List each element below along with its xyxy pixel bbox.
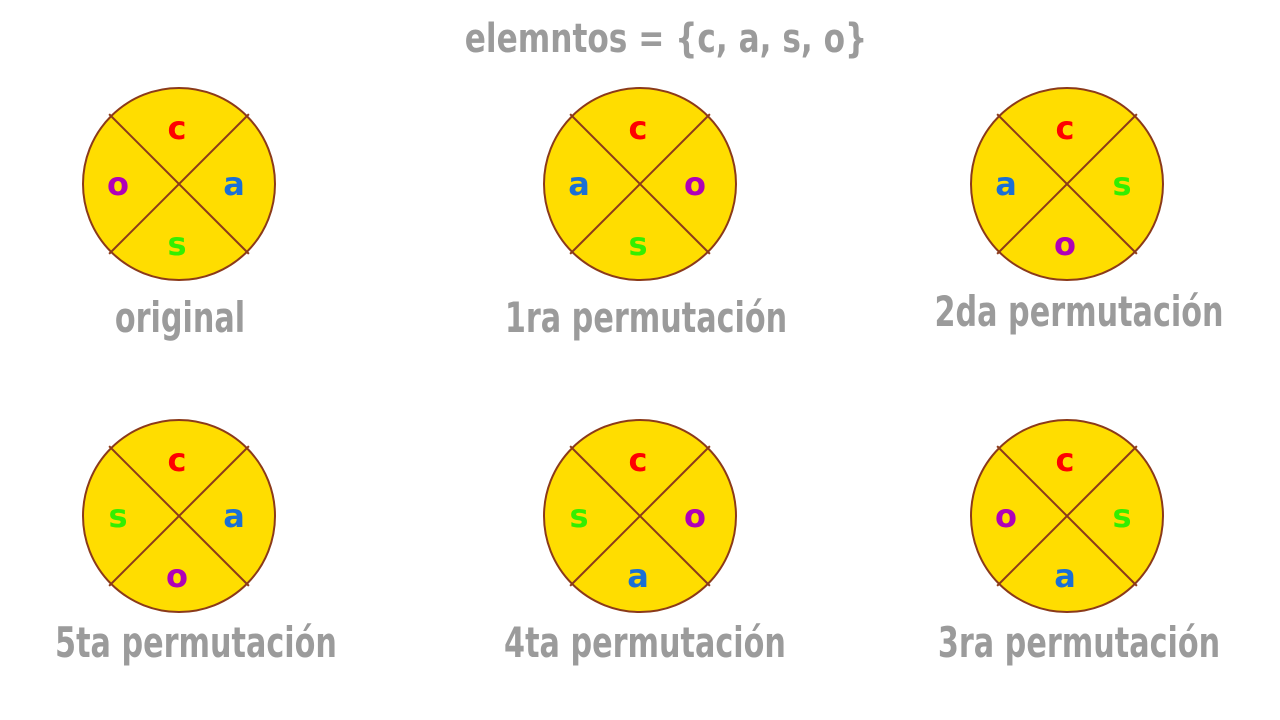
wheel-letter-left: s xyxy=(108,497,127,535)
wheel-caption: 1ra permutación xyxy=(505,293,787,342)
wheel-divider xyxy=(108,113,250,255)
wheel-caption: 5ta permutación xyxy=(55,618,337,667)
wheel: cao s 5ta permutación xyxy=(55,419,337,667)
wheel-caption: 2da permutación xyxy=(934,287,1223,336)
wheel-caption: 3ra permutación xyxy=(938,618,1220,667)
wheel-letter-left: o xyxy=(995,497,1017,535)
wheel-letter-right: o xyxy=(684,165,706,203)
wheel-letter-left: s xyxy=(569,497,588,535)
wheel-letter-top: c xyxy=(629,109,648,147)
wheel-letter-top: c xyxy=(1056,441,1075,479)
wheel-caption: original xyxy=(115,293,245,342)
wheel-letter-top: c xyxy=(629,441,648,479)
wheel-letter-right: o xyxy=(684,497,706,535)
wheel-letter-left: a xyxy=(568,165,590,203)
wheel: coa s 4ta permutación xyxy=(504,419,786,667)
wheel-letter-right: s xyxy=(1112,165,1131,203)
wheel-letter-bottom: a xyxy=(627,557,649,595)
wheel-divider xyxy=(108,445,250,587)
wheel-letter-bottom: s xyxy=(167,225,186,263)
wheel-letter-bottom: o xyxy=(166,557,188,595)
wheel-letter-bottom: a xyxy=(1054,557,1076,595)
wheel-letter-top: c xyxy=(1056,109,1075,147)
page-title: elemntos = {c, a, s, o} xyxy=(465,16,868,62)
wheel-letter-top: c xyxy=(168,109,187,147)
wheel-caption: 4ta permutación xyxy=(504,618,786,667)
wheel-letter-bottom: o xyxy=(1054,225,1076,263)
wheel-divider xyxy=(569,113,711,255)
wheel-divider xyxy=(996,113,1138,255)
wheel-letter-left: a xyxy=(995,165,1017,203)
wheel-letter-top: c xyxy=(168,441,187,479)
wheel-letter-left: o xyxy=(107,165,129,203)
wheel-letter-right: a xyxy=(223,165,245,203)
wheel-letter-right: a xyxy=(223,497,245,535)
wheel-letter-bottom: s xyxy=(628,225,647,263)
wheel-divider xyxy=(569,445,711,587)
wheel-letter-right: s xyxy=(1112,497,1131,535)
wheel-divider xyxy=(996,445,1138,587)
